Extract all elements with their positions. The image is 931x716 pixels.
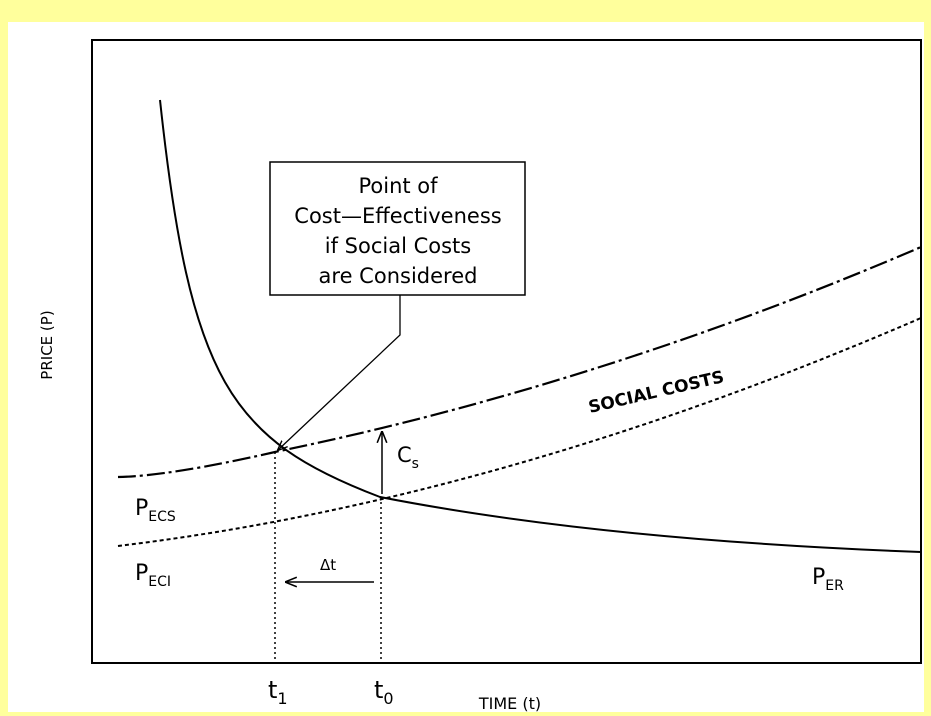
delta-label: Δt — [320, 556, 336, 574]
marker-main: t — [374, 676, 383, 704]
marker-sub: 0 — [383, 689, 393, 708]
curve-eci — [117, 317, 922, 547]
curve-label: PECI — [135, 561, 171, 590]
x-marker: t1 — [268, 676, 288, 708]
x-marker: t0 — [374, 676, 394, 708]
callout-line: Point of — [358, 174, 438, 198]
label-sub: s — [412, 456, 419, 472]
curve-ecs — [117, 245, 922, 479]
callout-pointer — [278, 295, 401, 450]
frame — [91, 39, 922, 664]
label-sub: ER — [825, 578, 844, 594]
label-main: C — [397, 443, 412, 467]
label-sub: ECS — [148, 509, 176, 525]
marker-sub: 1 — [277, 689, 287, 708]
label-main: P — [135, 561, 148, 586]
x-axis-label: TIME (t) — [478, 694, 541, 713]
label-main: P — [135, 496, 148, 521]
curve-label: PECS — [135, 496, 176, 525]
background — [8, 22, 924, 712]
callout-line: Cost—Effectiveness — [294, 204, 501, 228]
y-axis-label: PRICE (P) — [38, 310, 56, 379]
callout-box — [269, 161, 526, 296]
label-main: P — [812, 565, 825, 590]
label-sub: ECI — [148, 574, 171, 590]
callout-line: if Social Costs — [325, 234, 471, 258]
callout-text: Point of Cost—Effectiveness if Social Co… — [294, 174, 501, 288]
callout-line: are Considered — [319, 264, 478, 288]
curve-label: PER — [812, 565, 844, 594]
marker-main: t — [268, 676, 277, 704]
curve-er — [159, 99, 922, 553]
cost-label: Cs — [397, 443, 419, 472]
